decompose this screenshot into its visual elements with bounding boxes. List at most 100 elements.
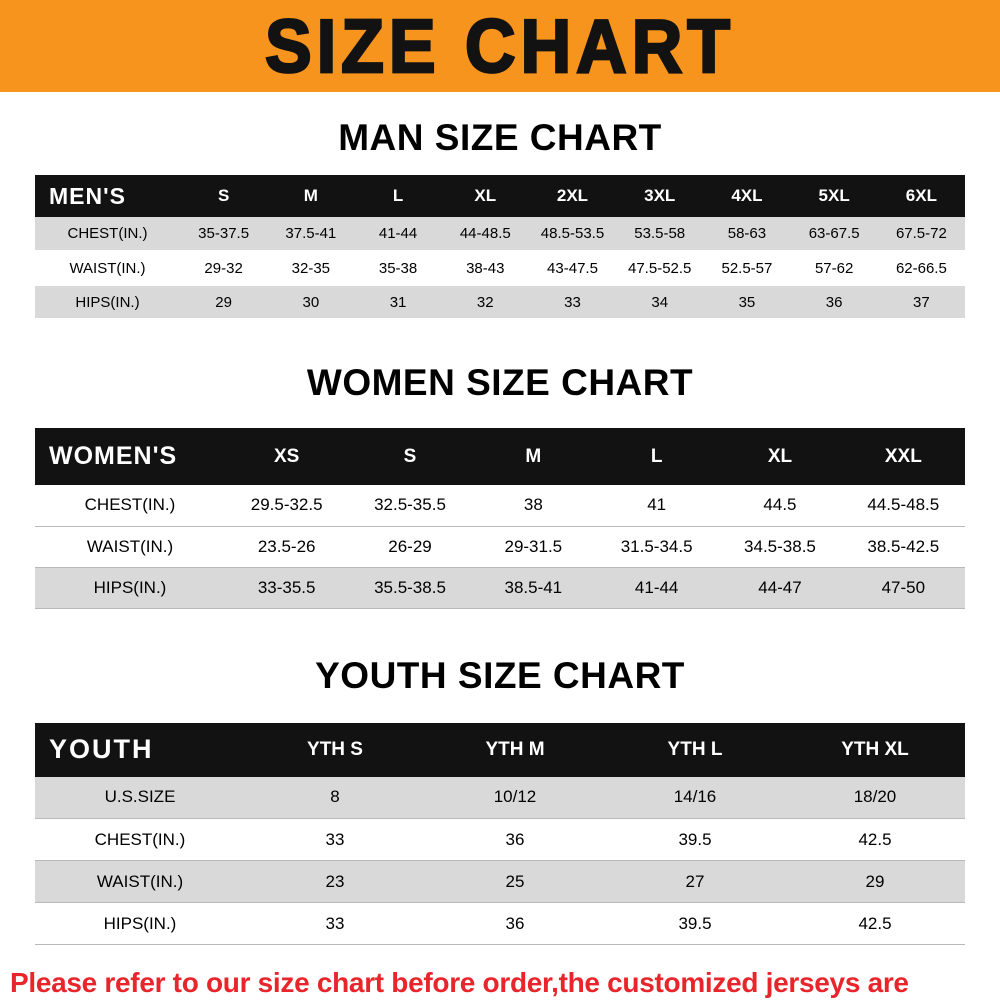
size-column-header: 5XL — [790, 175, 878, 217]
size-value-cell: 43-47.5 — [528, 251, 617, 286]
size-column-header: 6XL — [877, 175, 965, 217]
size-value-cell: 27 — [605, 860, 785, 903]
size-value-cell: 18/20 — [785, 776, 965, 819]
size-value-cell: 37.5-41 — [267, 217, 355, 252]
size-value-cell: 29.5-32.5 — [225, 485, 349, 527]
size-column-header: L — [354, 175, 442, 217]
size-value-cell: 39.5 — [605, 902, 785, 945]
table-corner-label: MEN'S — [35, 175, 180, 217]
size-value-cell: 29-31.5 — [471, 526, 595, 568]
size-value-cell: 52.5-57 — [703, 251, 791, 286]
table-row: HIPS(IN.) 33 36 39.5 42.5 — [35, 902, 965, 945]
size-column-header: S — [180, 175, 268, 217]
size-value-cell: 23 — [245, 860, 425, 903]
size-value-cell: 44-48.5 — [441, 217, 529, 252]
men-section-heading: MAN SIZE CHART — [338, 117, 662, 158]
measurement-label: U.S.SIZE — [35, 776, 245, 819]
size-value-cell: 39.5 — [605, 818, 785, 861]
size-value-cell: 32-35 — [267, 251, 355, 286]
size-value-cell: 38 — [471, 485, 595, 527]
size-column-header: M — [471, 428, 595, 485]
measurement-label: WAIST(IN.) — [35, 860, 245, 903]
table-corner-label: YOUTH — [35, 722, 245, 777]
size-value-cell: 25 — [425, 860, 605, 903]
size-value-cell: 38.5-41 — [471, 567, 595, 609]
size-value-cell: 42.5 — [785, 818, 965, 861]
size-value-cell: 38.5-42.5 — [841, 526, 965, 568]
size-value-cell: 53.5-58 — [616, 217, 704, 252]
table-row: U.S.SIZE 8 10/12 14/16 18/20 — [35, 776, 965, 819]
table-row: WAIST(IN.) 23.5-26 26-29 29-31.5 31.5-34.5 34… — [35, 526, 965, 568]
measurement-label: CHEST(IN.) — [35, 217, 180, 252]
size-value-cell: 35 — [703, 285, 791, 320]
size-value-cell: 10/12 — [425, 776, 605, 819]
table-header-row: YOUTH YTH S YTH M YTH L YTH XL — [35, 722, 965, 777]
table-row: CHEST(IN.) 35-37.5 37.5-41 41-44 44-48.5 48.5… — [35, 217, 965, 252]
size-value-cell: 44.5-48.5 — [841, 485, 965, 527]
size-column-header: 4XL — [703, 175, 791, 217]
measurement-label: WAIST(IN.) — [35, 526, 225, 568]
men-size-table: MEN'S S M L XL 2XL 3XL 4XL 5XL 6XL CHEST(IN.) 35-37… — [35, 175, 965, 320]
table-row: CHEST(IN.) 29.5-32.5 32.5-35.5 38 41 44.5 44.5… — [35, 485, 965, 527]
size-value-cell: 44.5 — [718, 485, 842, 527]
women-size-table: WOMEN'S XS S M L XL XXL CHEST(IN.) 29.5-32.5 32.5… — [35, 428, 965, 609]
size-value-cell: 29 — [785, 860, 965, 903]
size-value-cell: 26-29 — [348, 526, 472, 568]
table-row: WAIST(IN.) 29-32 32-35 35-38 38-43 43-47.5 47.… — [35, 251, 965, 286]
size-column-header: XL — [718, 428, 842, 485]
table-header-row: WOMEN'S XS S M L XL XXL — [35, 428, 965, 485]
size-value-cell: 63-67.5 — [790, 217, 878, 252]
size-value-cell: 30 — [267, 285, 355, 320]
measurement-label: HIPS(IN.) — [35, 902, 245, 945]
size-value-cell: 44-47 — [718, 567, 842, 609]
size-value-cell: 32 — [441, 285, 529, 320]
disclaimer-line-1: Please refer to our size chart before or… — [10, 967, 909, 998]
size-value-cell: 37 — [877, 285, 965, 320]
size-value-cell: 41-44 — [594, 567, 719, 609]
women-section: WOMEN SIZE CHART WOMEN'S XS S M L XL XXL CHEST(… — [0, 362, 1000, 609]
size-value-cell: 33-35.5 — [225, 567, 349, 609]
size-value-cell: 47.5-52.5 — [616, 251, 704, 286]
size-value-cell: 31 — [354, 285, 442, 320]
disclaimer: Please refer to our size chart before or… — [10, 965, 992, 1000]
size-value-cell: 67.5-72 — [877, 217, 965, 252]
size-column-header: S — [348, 428, 472, 485]
youth-size-table: YOUTH YTH S YTH M YTH L YTH XL U.S.SIZE 8 10/12… — [35, 722, 965, 945]
youth-section-heading: YOUTH SIZE CHART — [315, 654, 685, 696]
table-row: CHEST(IN.) 33 36 39.5 42.5 — [35, 818, 965, 861]
measurement-label: WAIST(IN.) — [35, 251, 180, 286]
size-column-header: 2XL — [528, 175, 617, 217]
size-value-cell: 38-43 — [441, 251, 529, 286]
size-column-header: XL — [441, 175, 529, 217]
table-row: HIPS(IN.) 29 30 31 32 33 34 35 36 37 — [35, 285, 965, 320]
size-value-cell: 31.5-34.5 — [594, 526, 719, 568]
size-value-cell: 29 — [180, 285, 268, 320]
size-value-cell: 36 — [790, 285, 878, 320]
size-value-cell: 32.5-35.5 — [348, 485, 472, 527]
size-value-cell: 35.5-38.5 — [348, 567, 472, 609]
size-column-header: YTH M — [425, 722, 605, 777]
table-header-row: MEN'S S M L XL 2XL 3XL 4XL 5XL 6XL — [35, 175, 965, 217]
table-row: WAIST(IN.) 23 25 27 29 — [35, 860, 965, 903]
measurement-label: CHEST(IN.) — [35, 818, 245, 861]
size-value-cell: 41-44 — [354, 217, 442, 252]
men-section: MAN SIZE CHART MEN'S S M L XL 2XL 3XL 4XL 5XL 6XL… — [0, 117, 1000, 320]
size-value-cell: 58-63 — [703, 217, 791, 252]
size-value-cell: 33 — [245, 818, 425, 861]
measurement-label: HIPS(IN.) — [35, 285, 180, 320]
size-value-cell: 23.5-26 — [225, 526, 349, 568]
size-value-cell: 34.5-38.5 — [718, 526, 842, 568]
size-value-cell: 35-37.5 — [180, 217, 268, 252]
size-value-cell: 42.5 — [785, 902, 965, 945]
size-value-cell: 29-32 — [180, 251, 268, 286]
size-column-header: 3XL — [616, 175, 704, 217]
size-value-cell: 36 — [425, 902, 605, 945]
youth-section: YOUTH SIZE CHART YOUTH YTH S YTH M YTH L YTH… — [0, 654, 1000, 945]
size-value-cell: 8 — [245, 776, 425, 819]
size-value-cell: 47-50 — [841, 567, 965, 609]
size-value-cell: 41 — [594, 485, 719, 527]
table-corner-label: WOMEN'S — [35, 428, 225, 485]
measurement-label: HIPS(IN.) — [35, 567, 225, 609]
size-column-header: XS — [225, 428, 349, 485]
size-value-cell: 34 — [616, 285, 704, 320]
